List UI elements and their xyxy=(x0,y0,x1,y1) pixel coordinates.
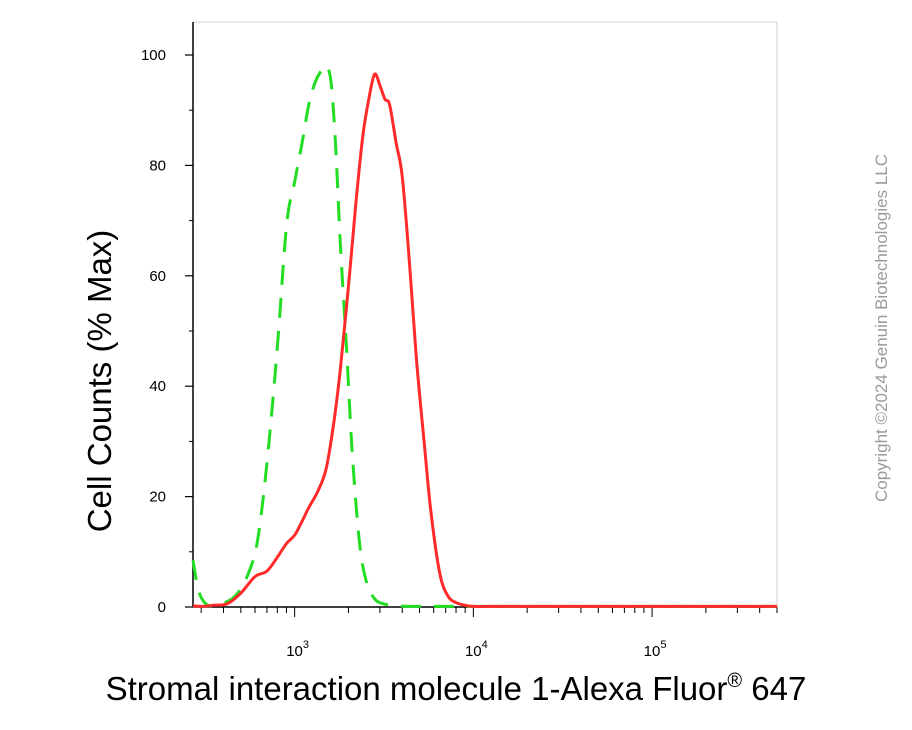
x-tick-exponent: 4 xyxy=(482,639,488,651)
x-axis-label-registered: ® xyxy=(727,670,742,692)
copyright-watermark: Copyright ©2024 Genuin Biotechnologies L… xyxy=(872,154,891,502)
x-tick-label: 104 xyxy=(465,639,488,660)
x-axis-ticks: 103 104 105 xyxy=(200,607,778,660)
x-tick-base: 10 xyxy=(644,643,661,660)
y-tick-label: 80 xyxy=(149,157,166,174)
x-tick-label: 105 xyxy=(644,639,667,660)
x-tick-base: 10 xyxy=(286,643,303,660)
series-layer xyxy=(191,64,777,608)
x-tick-base: 10 xyxy=(465,643,482,660)
y-tick-label: 40 xyxy=(149,378,166,395)
y-tick-label: 60 xyxy=(149,268,166,285)
x-tick-exponent: 5 xyxy=(660,639,666,651)
y-axis-label: Cell Counts (% Max) xyxy=(81,230,118,533)
x-tick-label: 103 xyxy=(286,639,309,660)
series-line-red-solid xyxy=(192,72,777,608)
y-tick-label: 20 xyxy=(149,489,166,506)
series-line-green-dashed xyxy=(191,64,777,608)
y-tick-label: 0 xyxy=(158,599,166,616)
x-axis-label-suffix: 647 xyxy=(742,670,806,707)
x-tick-exponent: 3 xyxy=(303,639,309,651)
y-tick-label: 100 xyxy=(141,47,166,64)
y-axis-ticks: 0 20 40 60 80 100 xyxy=(141,47,193,616)
x-axis-label: Stromal interaction molecule 1-Alexa Flu… xyxy=(106,670,807,707)
x-axis-label-main: Stromal interaction molecule 1-Alexa Flu… xyxy=(106,670,728,707)
